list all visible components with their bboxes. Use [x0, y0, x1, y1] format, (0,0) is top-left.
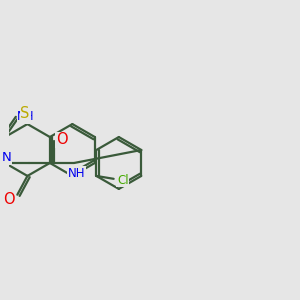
Text: O: O [4, 191, 15, 206]
Text: S: S [20, 106, 30, 122]
Text: N: N [2, 151, 11, 164]
Text: Cl: Cl [117, 174, 129, 187]
Text: NH: NH [68, 167, 85, 180]
Text: NH: NH [17, 110, 35, 123]
Text: O: O [56, 132, 68, 147]
